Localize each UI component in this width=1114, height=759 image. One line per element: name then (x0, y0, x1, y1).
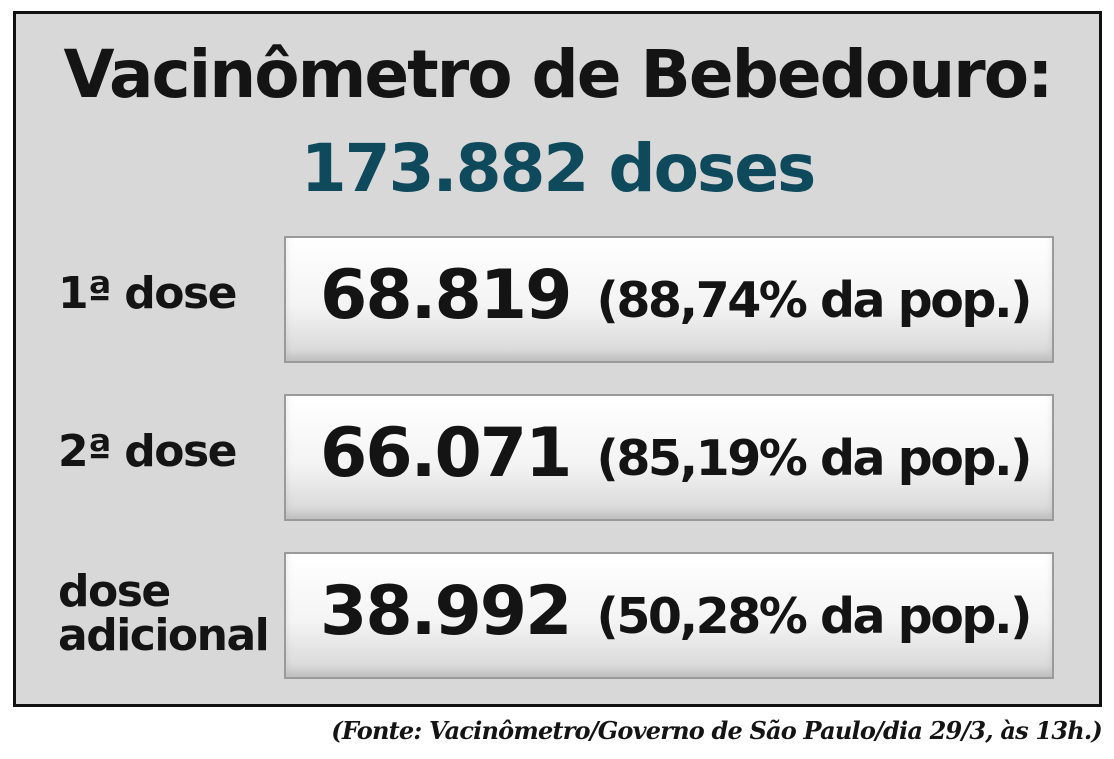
first-dose-value: 68.819 (320, 256, 572, 335)
second-dose-percent: (85,19% da pop.) (596, 430, 1032, 487)
first-dose-box: 68.819 (88,74% da pop.) (284, 236, 1054, 363)
panel-title: Vacinômetro de Bebedouro: (63, 36, 1054, 113)
second-dose-box: 66.071 (85,19% da pop.) (284, 394, 1054, 521)
row-label-additional-line1: dose (58, 566, 171, 617)
row-label-second-dose: 2ª dose (58, 426, 238, 477)
row-label-additional-dose: dose adicional (58, 570, 278, 658)
additional-dose-value: 38.992 (320, 572, 572, 651)
row-label-additional-line2: adicional (58, 610, 270, 661)
first-dose-percent: (88,74% da pop.) (596, 272, 1032, 329)
additional-dose-box: 38.992 (50,28% da pop.) (284, 552, 1054, 679)
row-label-first-dose: 1ª dose (58, 268, 238, 319)
additional-dose-percent: (50,28% da pop.) (596, 588, 1032, 645)
total-doses: 173.882 doses (300, 130, 817, 207)
source-note: (Fonte: Vacinômetro/Governo de São Paulo… (331, 716, 1103, 745)
vaccine-panel: Vacinômetro de Bebedouro: 173.882 doses … (13, 11, 1102, 707)
second-dose-value: 66.071 (320, 414, 572, 493)
